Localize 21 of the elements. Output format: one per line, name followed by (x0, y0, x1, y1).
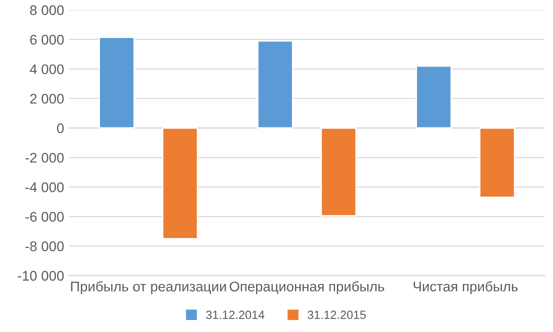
bar (479, 127, 516, 198)
legend-label: 31.12.2015 (308, 310, 366, 320)
x-tick-label: Прибыль от реализации (71, 281, 226, 294)
y-tick-label: 4 000 (30, 64, 64, 74)
x-tick-label: Операционная прибыль (230, 281, 384, 294)
y-tick-label: 8 000 (30, 5, 64, 16)
bar (162, 127, 198, 240)
x-tick-label: Чистая прибыль (414, 281, 518, 294)
y-tick-label: 6 000 (30, 34, 64, 45)
bar (98, 36, 135, 129)
bar (257, 40, 294, 129)
y-tick-label: 0 (57, 123, 64, 134)
y-tick-label: 2 000 (30, 94, 64, 104)
bar (320, 127, 357, 216)
y-tick-label: -10 000 (18, 270, 64, 281)
bar (416, 65, 452, 129)
y-tick-label: -4 000 (26, 182, 64, 192)
legend-label: 31.12.2014 (206, 310, 264, 320)
y-tick-label: -8 000 (26, 241, 64, 252)
y-tick-label: -2 000 (26, 152, 64, 163)
y-tick-label: -6 000 (26, 212, 64, 222)
